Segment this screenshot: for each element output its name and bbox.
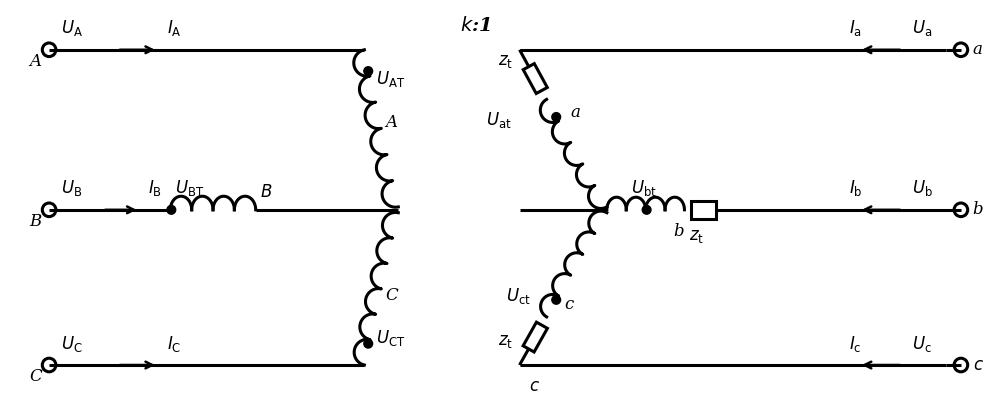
- Text: $U_{\rm ct}$: $U_{\rm ct}$: [506, 286, 531, 306]
- Text: $U_{\rm a}$: $U_{\rm a}$: [912, 18, 933, 38]
- Circle shape: [167, 206, 176, 214]
- Text: $z_{\rm t}$: $z_{\rm t}$: [498, 53, 514, 70]
- Text: $I_{\rm c}$: $I_{\rm c}$: [849, 334, 862, 354]
- Text: $B$: $B$: [260, 184, 272, 201]
- Text: c: c: [564, 296, 573, 313]
- Text: $U_{\rm b}$: $U_{\rm b}$: [912, 178, 933, 198]
- Text: $z_{\rm t}$: $z_{\rm t}$: [689, 229, 704, 246]
- Circle shape: [552, 113, 561, 121]
- Text: $I_{\rm B}$: $I_{\rm B}$: [148, 178, 162, 198]
- Text: $I_{\rm a}$: $I_{\rm a}$: [849, 18, 862, 38]
- Text: $c$: $c$: [973, 357, 983, 374]
- Circle shape: [552, 296, 561, 304]
- Text: $U_{\rm B}$: $U_{\rm B}$: [61, 178, 82, 198]
- Text: C: C: [386, 286, 398, 304]
- Text: B: B: [30, 213, 42, 230]
- Polygon shape: [523, 322, 547, 352]
- Text: $I_{\rm C}$: $I_{\rm C}$: [167, 334, 182, 354]
- Text: $U_{\rm C}$: $U_{\rm C}$: [61, 334, 82, 354]
- Text: $k$:1: $k$:1: [460, 16, 491, 35]
- Text: $I_{\rm A}$: $I_{\rm A}$: [167, 18, 182, 38]
- Circle shape: [364, 67, 373, 75]
- Text: a: a: [973, 41, 982, 58]
- Text: $c$: $c$: [529, 378, 540, 395]
- Text: a: a: [570, 104, 580, 121]
- Text: b: b: [973, 201, 983, 219]
- Circle shape: [364, 339, 373, 348]
- Text: $U_{\rm at}$: $U_{\rm at}$: [486, 110, 511, 130]
- Text: $I_{\rm b}$: $I_{\rm b}$: [849, 178, 863, 198]
- Text: $U_{\rm c}$: $U_{\rm c}$: [912, 334, 932, 354]
- Bar: [691, 201, 716, 219]
- Text: $U_{\rm BT}$: $U_{\rm BT}$: [175, 178, 204, 198]
- Text: A: A: [30, 53, 42, 70]
- Text: C: C: [30, 368, 42, 385]
- Polygon shape: [523, 64, 547, 93]
- Text: $U_{\rm CT}$: $U_{\rm CT}$: [376, 328, 405, 348]
- Circle shape: [642, 206, 651, 214]
- Text: $U_{\rm AT}$: $U_{\rm AT}$: [376, 69, 405, 89]
- Text: $z_{\rm t}$: $z_{\rm t}$: [498, 334, 514, 350]
- Text: A: A: [386, 113, 398, 131]
- Text: $U_{\rm bt}$: $U_{\rm bt}$: [631, 178, 657, 198]
- Text: b: b: [673, 223, 683, 240]
- Text: $U_{\rm A}$: $U_{\rm A}$: [61, 18, 83, 38]
